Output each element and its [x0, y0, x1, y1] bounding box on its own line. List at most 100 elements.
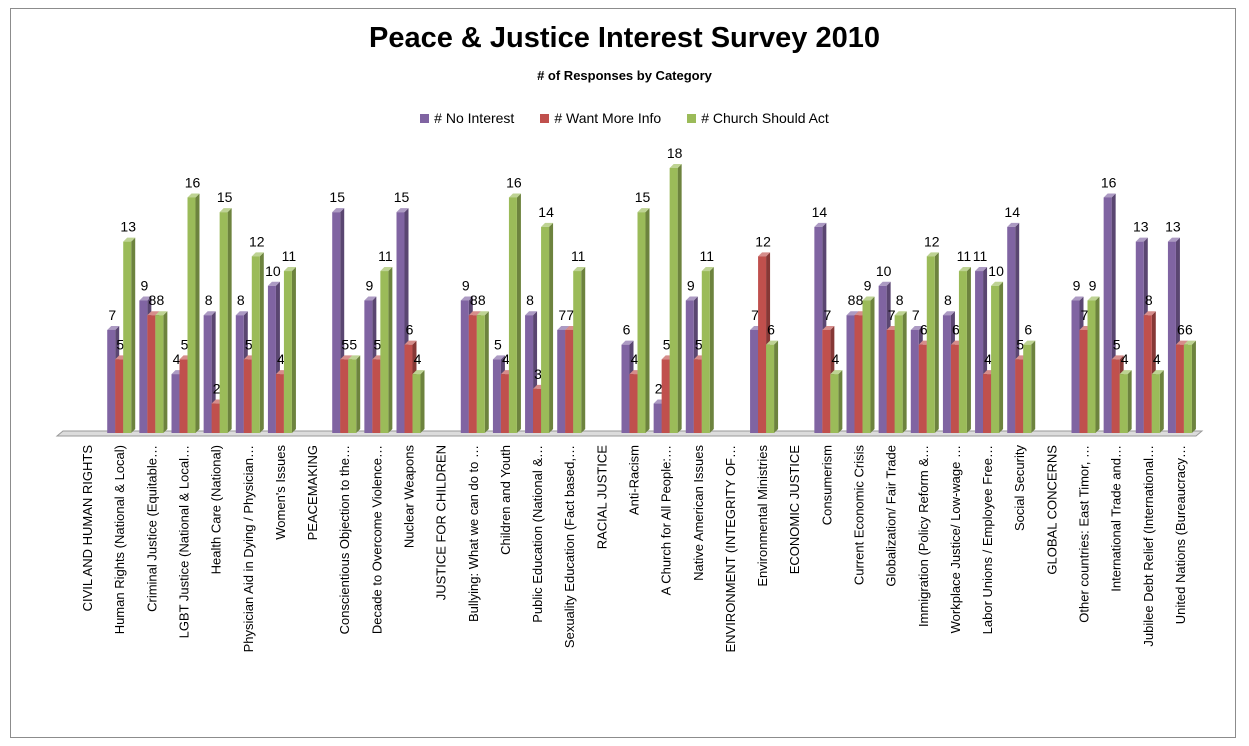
data-label-no-interest-1: 7: [108, 307, 116, 323]
data-label-no-interest-18: 2: [655, 381, 663, 397]
data-label-no-interest-27: 8: [944, 292, 952, 308]
bar-church-should-act-13: [508, 193, 521, 433]
bar-front-no-interest-13: [492, 359, 501, 433]
legend-swatch-no-interest: [420, 113, 430, 123]
legend-swatch-want-more-info: [540, 113, 550, 123]
bar-front-want-more-info-5: [243, 359, 252, 433]
bar-front-church-should-act-18: [669, 168, 678, 433]
bar-front-no-interest-29: [1007, 226, 1016, 433]
bar-top-church-should-act-32: [1119, 370, 1132, 375]
bar-front-want-more-info-14: [533, 388, 542, 433]
bar-front-church-should-act-21: [766, 344, 775, 433]
bar-side-church-should-act-14: [549, 222, 554, 433]
bar-front-no-interest-2: [139, 300, 148, 433]
bar-front-no-interest-4: [203, 315, 212, 433]
bar-top-no-interest-4: [203, 311, 216, 316]
bar-front-no-interest-3: [171, 374, 180, 433]
bar-front-church-should-act-32: [1119, 374, 1128, 433]
bar-front-church-should-act-34: [1183, 344, 1192, 433]
data-label-want-more-info-32: 5: [1113, 336, 1121, 352]
bar-top-church-should-act-6: [283, 267, 296, 272]
category-label-34: United Nations (Bureaucracy…: [1173, 445, 1188, 624]
bar-top-church-should-act-1: [123, 237, 136, 242]
category-label-4: Health Care (National): [209, 445, 224, 574]
data-label-no-interest-2: 9: [140, 278, 148, 294]
data-label-want-more-info-13: 4: [502, 351, 510, 367]
data-label-want-more-info-31: 7: [1081, 307, 1089, 323]
data-label-church-should-act-21: 6: [767, 322, 775, 338]
category-label-7: PEACEMAKING: [305, 445, 320, 540]
bar-front-want-more-info-6: [275, 374, 284, 433]
category-label-21: Environmental Ministries: [755, 445, 770, 587]
data-label-church-should-act-28: 10: [988, 263, 1004, 279]
bar-church-should-act-8: [348, 355, 361, 433]
bar-front-want-more-info-18: [661, 359, 670, 433]
bar-church-should-act-12: [476, 311, 489, 433]
bar-top-no-interest-28: [975, 267, 988, 272]
data-label-want-more-info-12: 8: [470, 292, 478, 308]
bar-church-should-act-14: [541, 222, 554, 433]
bar-side-church-should-act-34: [1191, 340, 1196, 433]
data-label-no-interest-9: 9: [365, 278, 373, 294]
legend-item-no-interest: # No Interest: [420, 110, 514, 126]
bar-top-no-interest-9: [364, 296, 377, 301]
bar-front-no-interest-25: [878, 285, 887, 433]
bar-front-no-interest-23: [814, 226, 823, 433]
bar-front-church-should-act-2: [155, 315, 164, 433]
bar-front-church-should-act-10: [412, 374, 421, 433]
bar-top-church-should-act-13: [508, 193, 521, 198]
bar-top-no-interest-13: [492, 355, 505, 360]
bar-front-no-interest-5: [235, 315, 244, 433]
data-label-no-interest-29: 14: [1004, 204, 1020, 220]
bar-side-church-should-act-23: [838, 370, 843, 433]
bar-front-want-more-info-27: [950, 344, 959, 433]
data-label-want-more-info-18: 5: [663, 336, 671, 352]
bar-front-want-more-info-34: [1175, 344, 1184, 433]
data-label-church-should-act-29: 6: [1024, 322, 1032, 338]
bar-front-no-interest-28: [975, 271, 984, 433]
bar-side-church-should-act-24: [870, 296, 875, 433]
bar-top-no-interest-23: [814, 222, 827, 227]
data-label-no-interest-25: 10: [876, 263, 892, 279]
bar-top-church-should-act-34: [1183, 340, 1196, 345]
data-label-church-should-act-34: 6: [1185, 322, 1193, 338]
data-label-church-should-act-13: 16: [506, 174, 522, 190]
bar-top-church-should-act-4: [219, 208, 232, 213]
data-label-church-should-act-9: 11: [378, 248, 393, 264]
bar-front-church-should-act-13: [508, 197, 517, 433]
data-label-no-interest-21: 7: [751, 307, 759, 323]
bar-front-no-interest-27: [942, 315, 951, 433]
bar-side-church-should-act-19: [709, 267, 714, 433]
data-label-want-more-info-24: 8: [856, 292, 864, 308]
bar-side-church-should-act-13: [516, 193, 521, 433]
bar-top-church-should-act-2: [155, 311, 168, 316]
bar-side-church-should-act-5: [259, 252, 264, 433]
bar-front-no-interest-15: [557, 329, 566, 433]
bar-top-no-interest-5: [235, 311, 248, 316]
bar-front-want-more-info-28: [983, 374, 992, 433]
bar-church-should-act-18: [669, 164, 682, 433]
bar-top-no-interest-14: [525, 311, 538, 316]
bar-side-church-should-act-9: [388, 267, 393, 433]
category-label-31: Other countries: East Timor, …: [1077, 445, 1092, 623]
data-label-want-more-info-21: 12: [755, 233, 771, 249]
bar-top-no-interest-1: [107, 325, 120, 330]
category-label-20: ENVIRONMENT (INTEGRITY OF…: [723, 445, 738, 653]
bar-top-church-should-act-23: [830, 370, 843, 375]
bar-front-no-interest-1: [107, 329, 116, 433]
category-label-27: Workplace Justice/ Low-wage …: [948, 445, 963, 633]
data-label-no-interest-31: 9: [1073, 278, 1081, 294]
bar-top-church-should-act-10: [412, 370, 425, 375]
bar-top-no-interest-2: [139, 296, 152, 301]
bar-church-should-act-10: [412, 370, 425, 433]
data-label-no-interest-34: 13: [1165, 219, 1181, 235]
data-label-want-more-info-15: 7: [566, 307, 574, 323]
category-label-11: JUSTICE FOR CHILDREN: [434, 445, 449, 600]
bar-front-church-should-act-24: [862, 300, 871, 433]
bar-top-church-should-act-18: [669, 164, 682, 168]
bar-church-should-act-19: [701, 267, 714, 433]
bar-front-no-interest-32: [1103, 197, 1112, 433]
legend-label-want-more-info: # Want More Info: [554, 110, 662, 126]
bar-top-church-should-act-28: [991, 281, 1004, 286]
bar-top-no-interest-29: [1007, 222, 1020, 227]
